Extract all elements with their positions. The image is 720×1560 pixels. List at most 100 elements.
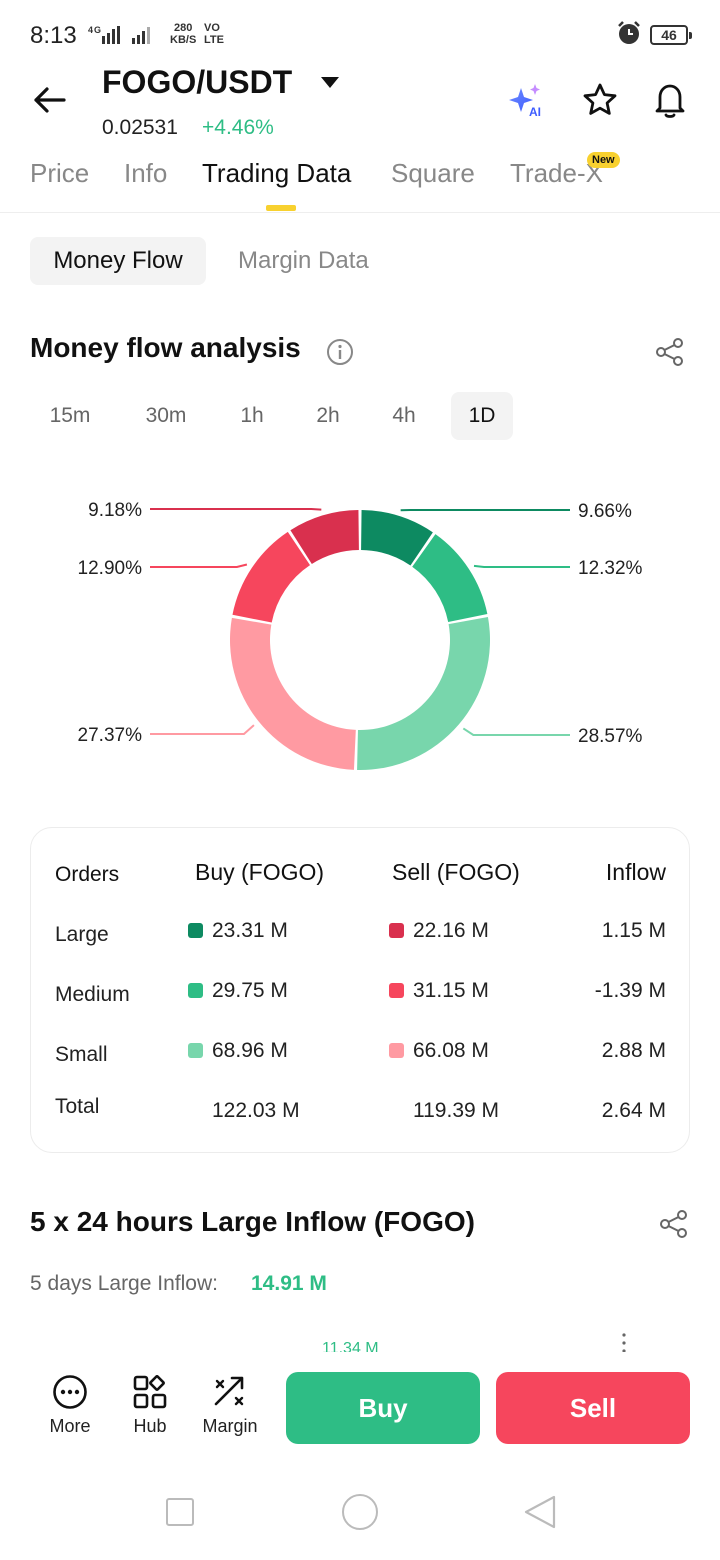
donut-slice-buy-medium — [412, 534, 488, 622]
large-inflow-title: 5 x 24 hours Large Inflow (FOGO) — [30, 1206, 475, 1237]
row-order-small: Small — [55, 1043, 108, 1066]
slice-label: 9.18% — [88, 500, 142, 521]
money-flow-table — [30, 827, 690, 1153]
chart-peek-label: 11.34 M — [322, 1340, 379, 1352]
svg-text:4G: 4G — [88, 25, 102, 35]
row-sell-medium: 31.15 M — [389, 979, 489, 1003]
donut-slice-sell-large — [290, 510, 359, 564]
slice-label: 12.32% — [578, 558, 643, 579]
row-inflow-small: 2.88 M — [601, 1039, 666, 1062]
donut-slice-buy-large — [361, 510, 433, 566]
recents-nav-button[interactable] — [166, 1498, 194, 1526]
donut-slice-buy-small — [357, 617, 490, 770]
donut-slice-sell-medium — [232, 531, 311, 623]
timeframe-15m[interactable]: 15m — [49, 404, 91, 427]
row-buy-small: 68.96 M — [188, 1039, 288, 1063]
signal-icon: 4G — [88, 25, 150, 44]
hub-button[interactable]: Hub — [110, 1374, 190, 1437]
legend-swatch — [389, 923, 404, 938]
row-order-large: Large — [55, 923, 109, 946]
tab-square[interactable]: Square — [391, 158, 475, 188]
timeframe-4h[interactable]: 4h — [392, 404, 416, 427]
pair-title[interactable]: FOGO/USDT — [102, 64, 293, 100]
row-order-medium: Medium — [55, 983, 130, 1006]
timeframe-1h[interactable]: 1h — [240, 404, 264, 427]
star-icon — [583, 83, 617, 115]
battery-indicator: 46 — [650, 25, 692, 45]
header-sell: Sell (FOGO) — [392, 859, 520, 885]
leader-line — [150, 508, 322, 511]
home-nav-button[interactable] — [342, 1494, 378, 1530]
ai-sparkle-icon: AI — [509, 84, 541, 119]
volte-indicator: VO LTE — [204, 22, 224, 46]
price-change: +4.46% — [202, 116, 274, 139]
slice-label: 27.37% — [78, 725, 143, 746]
tab-price[interactable]: Price — [30, 158, 90, 188]
arrow-left-icon — [34, 87, 66, 113]
row-sell-large: 22.16 M — [389, 919, 489, 943]
leader-line — [462, 727, 570, 736]
network-indicator: 4G — [88, 24, 162, 49]
buy-button[interactable]: Buy — [286, 1372, 480, 1444]
legend-swatch — [188, 983, 203, 998]
margin-icon — [214, 1376, 244, 1406]
tab-info[interactable]: Info — [124, 158, 168, 188]
donut-slice-sell-small — [230, 617, 356, 770]
hub-icon — [133, 1375, 167, 1409]
alarm-icon — [616, 20, 642, 46]
large-inflow-value: 14.91 M — [251, 1272, 327, 1295]
more-icon — [53, 1375, 87, 1409]
tab-trading-data[interactable]: Trading Data — [202, 158, 352, 188]
back-button[interactable] — [30, 80, 70, 120]
legend-swatch — [389, 1043, 404, 1058]
row-inflow-total: 2.64 M — [601, 1099, 666, 1122]
active-tab-indicator — [266, 205, 296, 211]
row-buy-total: 122.03 M — [212, 1099, 300, 1122]
bell-icon — [655, 84, 685, 118]
segment-margin-data[interactable]: Margin Data — [238, 247, 369, 274]
header-orders: Orders — [55, 863, 120, 886]
alert-button[interactable] — [652, 80, 688, 120]
row-order-total: Total — [55, 1095, 100, 1118]
leader-line — [150, 563, 248, 568]
share-icon[interactable] — [658, 1208, 690, 1240]
margin-button[interactable]: Margin — [190, 1374, 270, 1437]
legend-swatch — [389, 983, 404, 998]
row-sell-total: 119.39 M — [413, 1099, 499, 1122]
caret-down-icon[interactable] — [320, 76, 340, 90]
sell-button[interactable]: Sell — [496, 1372, 690, 1444]
ai-button[interactable]: AI — [508, 82, 548, 120]
large-inflow-label: 5 days Large Inflow: — [30, 1272, 218, 1295]
new-badge: New — [587, 152, 620, 168]
header-inflow: Inflow — [605, 859, 666, 885]
header-buy: Buy (FOGO) — [195, 859, 325, 885]
timeframe-2h[interactable]: 2h — [316, 404, 340, 427]
section-title: Money flow analysis — [30, 332, 301, 363]
slice-label: 28.57% — [578, 726, 643, 747]
timeframe-30m[interactable]: 30m — [145, 404, 187, 427]
row-inflow-medium: -1.39 M — [594, 979, 666, 1002]
back-nav-button[interactable] — [522, 1494, 558, 1530]
kebab-icon[interactable] — [620, 1332, 628, 1354]
timeframe-1d[interactable]: 1D — [451, 392, 513, 440]
ai-label: AI — [529, 105, 541, 119]
leader-line — [150, 724, 255, 735]
slice-label: 12.90% — [78, 558, 143, 579]
leader-line — [473, 564, 570, 568]
money-flow-donut-chart: 9.66% 12.32% 28.57% 27.37% 12.90% 9.18% — [78, 500, 643, 770]
status-time: 8:13 — [30, 22, 77, 49]
legend-swatch — [188, 1043, 203, 1058]
last-price: 0.02531 — [102, 116, 178, 139]
share-icon[interactable] — [654, 336, 686, 368]
network-speed: 280 KB/S — [170, 22, 197, 46]
divider — [0, 212, 720, 213]
row-buy-medium: 29.75 M — [188, 979, 288, 1003]
segment-money-flow[interactable]: Money Flow — [30, 237, 206, 285]
favorite-button[interactable] — [582, 82, 618, 118]
row-inflow-large: 1.15 M — [601, 919, 666, 942]
triangle-back-icon — [524, 1495, 556, 1529]
info-icon[interactable] — [326, 338, 354, 366]
row-buy-large: 23.31 M — [188, 919, 288, 943]
more-button[interactable]: More — [30, 1374, 110, 1437]
legend-swatch — [188, 923, 203, 938]
